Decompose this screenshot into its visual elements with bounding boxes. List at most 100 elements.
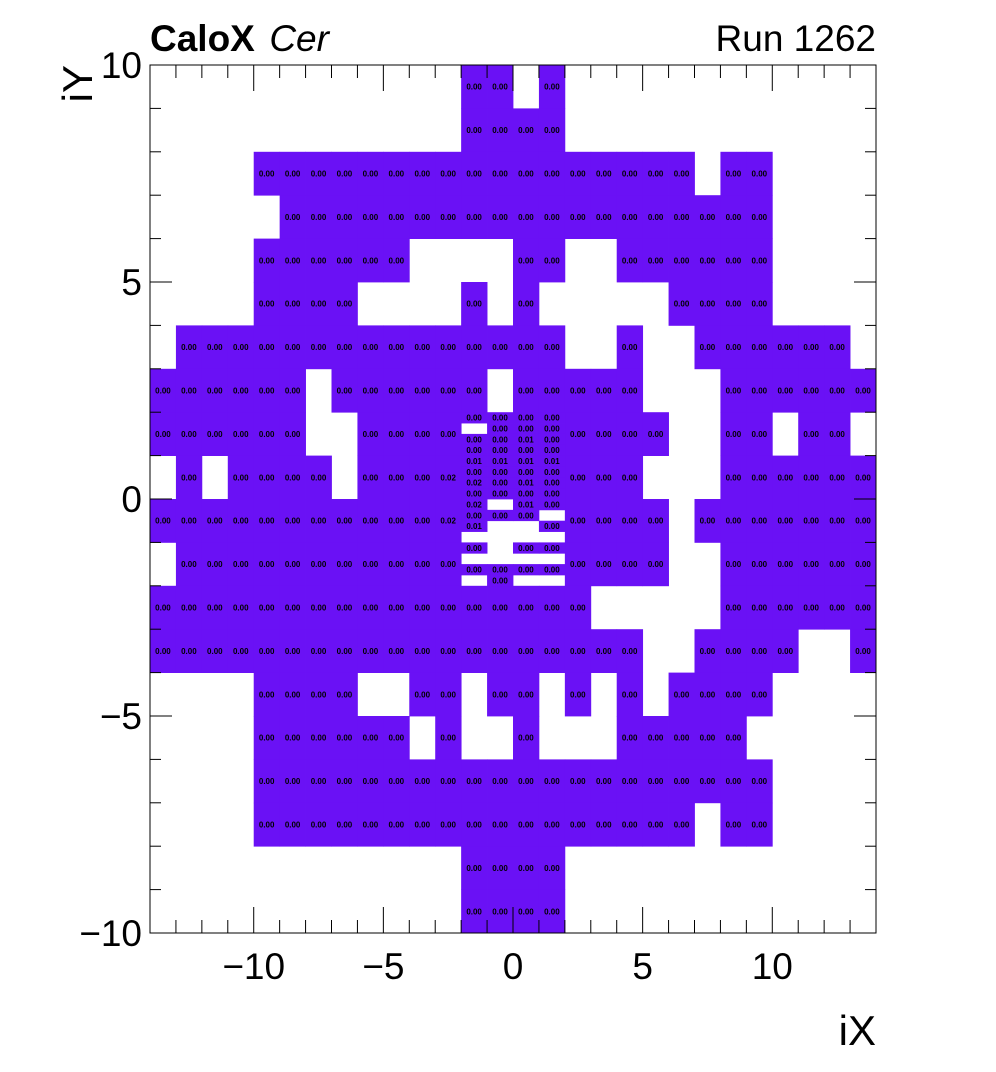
- cell-value-label: 0.00: [726, 517, 742, 526]
- heatmap-cell: [357, 716, 384, 760]
- heatmap-cell: [642, 195, 669, 239]
- cell-value-label: 0.00: [518, 300, 534, 309]
- heatmap-fine-cell: [461, 488, 488, 500]
- cell-value-label: 0.00: [518, 126, 534, 135]
- cell-value-label: 0.00: [752, 517, 768, 526]
- heatmap-cell: [383, 368, 410, 413]
- heatmap-cell: [538, 759, 566, 804]
- heatmap-cell: [461, 585, 488, 630]
- cell-value-label: 0.00: [777, 387, 793, 396]
- cell-value-label: 0.00: [544, 907, 560, 916]
- cell-value-label: 0.00: [803, 387, 819, 396]
- heatmap-cell: [409, 499, 436, 543]
- heatmap-cell: [331, 716, 358, 760]
- heatmap-cell: [201, 542, 229, 587]
- cell-value-label: 0.00: [440, 647, 456, 656]
- heatmap-cell: [435, 412, 462, 456]
- cell-value-label: 0.00: [414, 647, 430, 656]
- heatmap-cell: [564, 585, 592, 630]
- heatmap-cell: [435, 151, 462, 196]
- heatmap-cell: [279, 455, 306, 500]
- heatmap-cell: [279, 195, 306, 239]
- heatmap-cell: [746, 802, 773, 847]
- heatmap-fine-cell: [513, 509, 540, 522]
- cell-value-label: 0.00: [596, 517, 612, 526]
- heatmap-cell: [227, 542, 255, 587]
- heatmap-fine-cell: [461, 477, 488, 489]
- cell-value-label: 0.00: [544, 387, 560, 396]
- cell-value-label: 0.00: [726, 821, 742, 830]
- cell-value-label: 0.00: [803, 604, 819, 613]
- heatmap-cell: [538, 325, 566, 370]
- cell-value-label: 0.00: [466, 170, 482, 179]
- heatmap-cell: [538, 889, 566, 934]
- heatmap-cell: [461, 802, 488, 847]
- heatmap-cell: [461, 325, 488, 370]
- heatmap-cell: [253, 759, 281, 804]
- cell-value-label: 0.00: [752, 560, 768, 569]
- heatmap-cell: [694, 672, 721, 717]
- heatmap-cell: [279, 412, 306, 456]
- cell-value-label: 0.00: [726, 300, 742, 309]
- cell-value-label: 0.00: [492, 343, 508, 352]
- cell-value-label: 0.00: [414, 821, 430, 830]
- cell-value-label: 0.00: [363, 387, 379, 396]
- heatmap-cell: [487, 802, 514, 847]
- cell-value-label: 0.00: [285, 387, 301, 396]
- cell-value-label: 0.00: [570, 430, 586, 439]
- cell-value-label: 0.00: [207, 387, 223, 396]
- heatmap-cell: [850, 585, 877, 630]
- cell-value-label: 0.00: [622, 647, 638, 656]
- cell-value-label: 0.00: [544, 604, 560, 613]
- cell-value-label: 0.00: [466, 435, 482, 444]
- cell-value-label: 0.00: [155, 517, 171, 526]
- heatmap-cell: [513, 802, 540, 847]
- cell-value-label: 0.01: [466, 457, 482, 466]
- cell-value-label: 0.00: [674, 690, 690, 699]
- cell-value-label: 0.00: [648, 560, 664, 569]
- cell-value-label: 0.00: [363, 517, 379, 526]
- heatmap-cell: [435, 195, 462, 239]
- heatmap-cell: [409, 195, 436, 239]
- x-tick-label: −5: [362, 946, 404, 987]
- heatmap-cell: [668, 282, 695, 326]
- heatmap-cell: [590, 195, 618, 239]
- heatmap-cell: [772, 368, 799, 413]
- cell-value-label: 0.00: [829, 604, 845, 613]
- cell-value-label: 0.00: [518, 468, 534, 477]
- heatmap-cell: [772, 499, 799, 543]
- cell-value-label: 0.00: [518, 734, 534, 743]
- cell-value-label: 0.00: [544, 777, 560, 786]
- heatmap-cell: [590, 412, 618, 456]
- cell-value-label: 0.00: [518, 604, 534, 613]
- heatmap-cell: [487, 759, 514, 804]
- heatmap-cell: [253, 802, 281, 847]
- heatmap-cell: [616, 759, 644, 804]
- heatmap-cell: [824, 455, 851, 500]
- heatmap-cell: [383, 585, 410, 630]
- heatmap-cell: [383, 195, 410, 239]
- cell-value-label: 0.00: [311, 213, 327, 222]
- heatmap-cell: [798, 412, 825, 456]
- cell-value-label: 0.00: [570, 387, 586, 396]
- cell-value-label: 0.00: [674, 821, 690, 830]
- heatmap-cell: [305, 716, 332, 760]
- y-tick-label: −10: [79, 913, 142, 954]
- heatmap-fine-cell: [461, 499, 488, 511]
- cell-value-label: 0.00: [544, 500, 560, 509]
- heatmap-cell: [383, 499, 410, 543]
- heatmap-cell: [201, 412, 229, 456]
- cell-value-label: 0.00: [492, 647, 508, 656]
- cell-value-label: 0.00: [389, 473, 405, 482]
- cell-value-label: 0.00: [752, 387, 768, 396]
- heatmap-cell: [253, 499, 281, 543]
- heatmap-cell: [487, 325, 514, 370]
- cell-value-label: 0.00: [233, 604, 249, 613]
- cell-value-label: 0.00: [803, 517, 819, 526]
- cell-value-label: 0.00: [570, 647, 586, 656]
- cell-value-label: 0.00: [285, 343, 301, 352]
- cell-value-label: 0.00: [622, 256, 638, 265]
- cell-value-label: 0.00: [596, 647, 612, 656]
- heatmap-cell: [564, 759, 592, 804]
- cell-value-label: 0.00: [700, 690, 716, 699]
